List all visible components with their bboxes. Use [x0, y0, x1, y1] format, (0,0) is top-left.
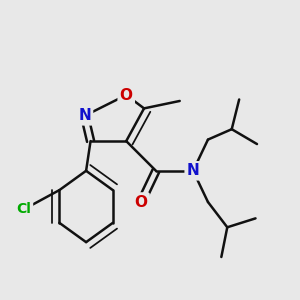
Text: Cl: Cl [16, 202, 31, 216]
Text: O: O [135, 194, 148, 209]
Text: N: N [187, 163, 200, 178]
Text: N: N [78, 108, 91, 123]
Text: O: O [120, 88, 133, 103]
